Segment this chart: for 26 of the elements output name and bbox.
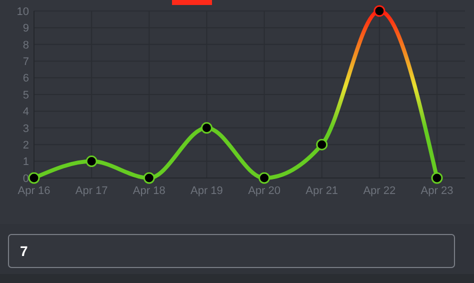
y-tick-label: 2	[22, 139, 29, 152]
x-tick-label: Apr 17	[75, 185, 108, 197]
x-tick-label: Apr 18	[132, 185, 166, 197]
y-tick-label: 9	[22, 22, 29, 35]
point	[316, 138, 328, 150]
y-tick-label: 8	[22, 39, 29, 52]
x-tick-label: Apr 16	[18, 185, 50, 197]
y-tick-label: 6	[22, 72, 29, 85]
x-tick-label: Apr 23	[420, 185, 454, 197]
x-tick-label: Apr 19	[190, 185, 223, 197]
point	[86, 156, 98, 168]
x-tick-label: Apr 20	[248, 185, 280, 197]
y-tick-label: 7	[22, 56, 29, 68]
y-tick-label: 5	[22, 89, 29, 102]
y-tick-label: 4	[22, 106, 29, 118]
point	[143, 172, 155, 184]
y-tick-label: 3	[22, 122, 29, 135]
point	[431, 172, 443, 184]
y-tick-label: 1	[22, 156, 29, 168]
x-tick-label: Apr 22	[363, 185, 396, 197]
point	[258, 172, 270, 184]
point	[200, 122, 212, 134]
y-tick-label: 0	[22, 172, 29, 185]
x-tick-label: Apr 21	[306, 185, 338, 197]
point	[28, 172, 40, 184]
y-tick-label: 10	[16, 6, 29, 18]
